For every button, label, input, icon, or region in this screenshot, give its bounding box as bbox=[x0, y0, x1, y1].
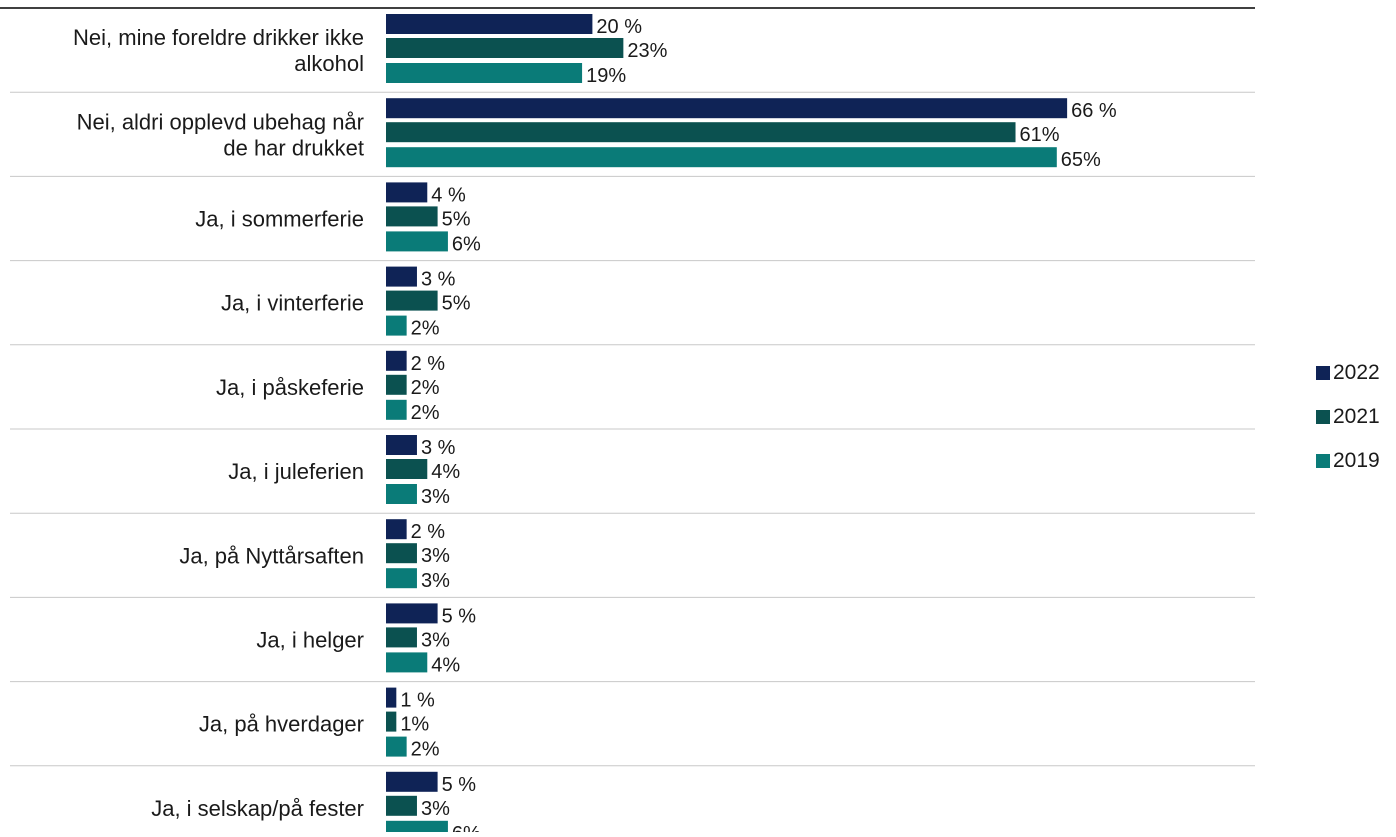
data-label-2019: 6% bbox=[452, 233, 481, 255]
data-label-2021: 4% bbox=[431, 461, 460, 483]
legend-swatch-2019 bbox=[1316, 454, 1330, 468]
data-label-2021: 3% bbox=[421, 545, 450, 567]
legend-swatch-2022 bbox=[1316, 366, 1330, 380]
bar-2021 bbox=[386, 711, 397, 732]
legend-swatch-2021 bbox=[1316, 410, 1330, 424]
category-label: Ja, i påskeferie bbox=[216, 375, 364, 400]
legend-label-2019: 2019 bbox=[1333, 449, 1380, 472]
data-label-2019: 4% bbox=[431, 654, 460, 676]
category-label: Ja, på Nyttårsaften bbox=[179, 543, 364, 568]
bar-2022 bbox=[386, 771, 438, 792]
data-label-2022: 20 % bbox=[596, 16, 642, 38]
bar-2022 bbox=[386, 687, 397, 708]
data-label-2021: 23% bbox=[627, 40, 667, 62]
category-label: Ja, i juleferien bbox=[228, 459, 364, 484]
bar-2022 bbox=[386, 435, 417, 455]
data-label-2019: 19% bbox=[586, 65, 626, 87]
bar-2019 bbox=[386, 736, 407, 757]
bar-2019 bbox=[386, 652, 428, 673]
bar-2021 bbox=[386, 459, 428, 479]
data-label-2021: 5% bbox=[442, 293, 471, 315]
data-label-2021: 3% bbox=[421, 629, 450, 651]
bar-2019 bbox=[386, 315, 407, 336]
data-label-2022: 1 % bbox=[400, 690, 435, 712]
category-label: Ja, i sommerferie bbox=[195, 207, 364, 232]
data-label-2019: 3% bbox=[421, 486, 450, 508]
bar-2021 bbox=[386, 374, 407, 395]
data-label-2022: 5 % bbox=[442, 605, 477, 627]
data-label-2019: 3% bbox=[421, 570, 450, 592]
bar-2022 bbox=[386, 182, 428, 203]
data-label-2022: 5 % bbox=[442, 774, 477, 796]
bar-2019 bbox=[386, 63, 583, 83]
bar-2021 bbox=[386, 206, 438, 227]
data-label-2021: 61% bbox=[1020, 124, 1060, 146]
bar-2021 bbox=[386, 122, 1016, 143]
bar-2021 bbox=[386, 795, 417, 816]
bar-2019 bbox=[386, 399, 407, 420]
bar-2019 bbox=[386, 820, 448, 837]
data-label-2022: 66 % bbox=[1071, 100, 1117, 122]
bar-2022 bbox=[386, 266, 417, 287]
category-label: Ja, i vinterferie bbox=[221, 291, 364, 316]
bar-2022 bbox=[386, 603, 438, 624]
category-label: de har drukket bbox=[223, 135, 364, 160]
bar-2019 bbox=[386, 231, 448, 252]
data-label-2021: 2% bbox=[411, 377, 440, 399]
bar-2021 bbox=[386, 290, 438, 311]
data-label-2019: 2% bbox=[411, 318, 440, 340]
data-label-2022: 2 % bbox=[411, 353, 446, 375]
data-label-2019: 2% bbox=[411, 739, 440, 761]
data-label-2019: 65% bbox=[1061, 149, 1101, 171]
category-label: Ja, i helger bbox=[256, 628, 364, 653]
data-label-2021: 5% bbox=[442, 208, 471, 230]
data-label-2022: 2 % bbox=[411, 521, 446, 543]
bar-2021 bbox=[386, 38, 624, 58]
data-label-2019: 2% bbox=[411, 402, 440, 424]
category-label: Ja, i selskap/på fester bbox=[151, 796, 364, 821]
bar-2022 bbox=[386, 519, 407, 540]
bar-2022 bbox=[386, 350, 407, 371]
bar-2019 bbox=[386, 147, 1057, 168]
category-label: Nei, mine foreldre drikker ikke bbox=[73, 25, 364, 50]
legend-label-2021: 2021 bbox=[1333, 405, 1380, 428]
bar-2022 bbox=[386, 98, 1068, 119]
data-label-2022: 3 % bbox=[421, 269, 456, 291]
data-label-2022: 3 % bbox=[421, 437, 456, 459]
data-label-2022: 4 % bbox=[431, 184, 466, 206]
category-label: Ja, på hverdager bbox=[199, 712, 364, 737]
legend-label-2022: 2022 bbox=[1333, 361, 1380, 384]
bar-2022 bbox=[386, 14, 593, 34]
data-label-2021: 1% bbox=[400, 714, 429, 736]
category-label: Nei, aldri opplevd ubehag når bbox=[77, 109, 364, 134]
bar-2019 bbox=[386, 484, 417, 504]
category-label: alkohol bbox=[294, 51, 364, 76]
bar-2019 bbox=[386, 568, 417, 589]
bar-2021 bbox=[386, 543, 417, 564]
data-label-2021: 3% bbox=[421, 798, 450, 820]
bar-2021 bbox=[386, 627, 417, 648]
data-label-2019: 6% bbox=[452, 823, 481, 832]
